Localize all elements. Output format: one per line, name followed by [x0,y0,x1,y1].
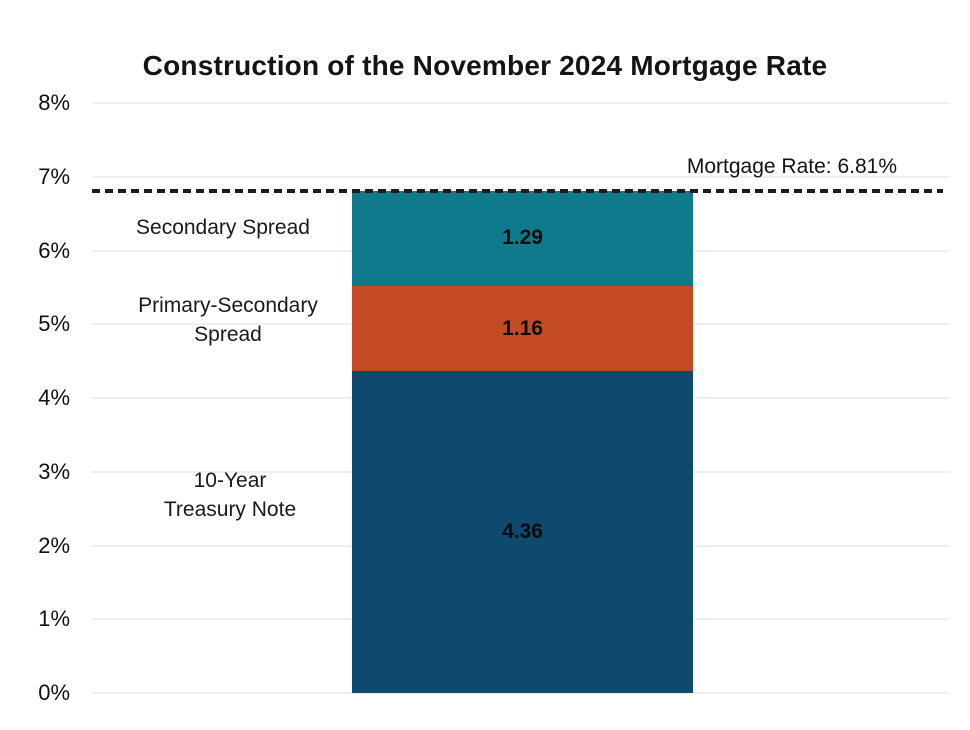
y-axis-tick-label: 3% [38,458,70,484]
y-axis-tick-label: 8% [38,90,70,115]
mortgage-rate-dashed-line [92,188,943,193]
y-axis-tick-label: 5% [38,311,70,337]
segment-label-secondary-spread: Secondary Spread [136,216,310,239]
bar-segment-10-year-treasury-note [352,371,693,693]
y-axis-tick-label: 0% [38,680,70,705]
gridline [92,692,950,694]
bar-segment-value-label: 1.16 [502,316,543,340]
segment-label-10-year-treasury-note: 10-Year Treasury Note [163,469,297,521]
y-axis-tick-label: 2% [38,532,70,558]
bar-segment-secondary-spread [352,190,693,286]
y-axis-tick-label: 6% [38,237,70,263]
bar-segment-value-label: 4.36 [502,520,543,544]
segment-label-primary-secondary-spread: Primary-Secondary Spread [138,294,318,346]
y-axis-tick-label: 1% [38,606,70,632]
y-axis-tick-label: 7% [38,163,70,189]
mortgage-rate-annotation: Mortgage Rate: 6.81% [686,155,897,178]
gridline [92,175,950,178]
y-axis-tick-label: 4% [38,385,70,410]
gridline [92,102,950,104]
chart-title: Construction of the November 2024 Mortga… [142,50,828,81]
bar-segment-primary-secondary-spread [352,285,693,372]
bar-segment-value-label: 1.29 [502,226,543,250]
